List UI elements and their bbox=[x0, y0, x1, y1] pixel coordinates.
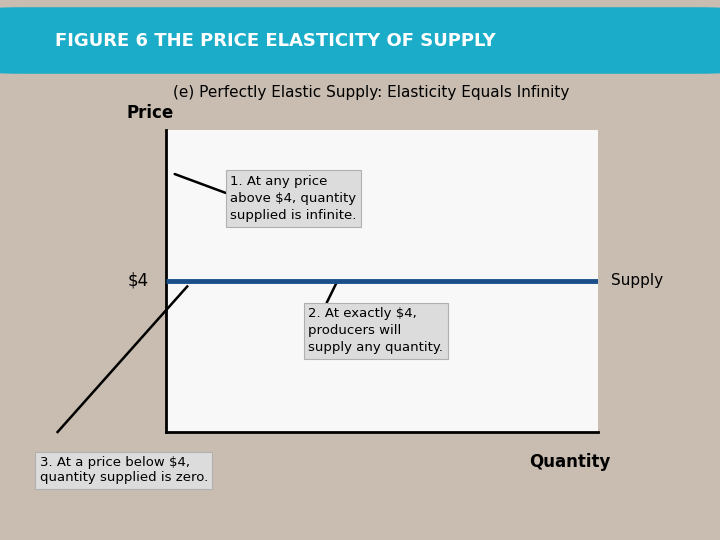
Text: 0: 0 bbox=[148, 453, 158, 468]
Text: Price: Price bbox=[127, 104, 174, 122]
Text: Quantity: Quantity bbox=[529, 453, 611, 471]
Text: $4: $4 bbox=[127, 272, 148, 290]
Text: 2. At exactly $4,
producers will
supply any quantity.: 2. At exactly $4, producers will supply … bbox=[308, 307, 443, 354]
Text: (e) Perfectly Elastic Supply: Elasticity Equals Infinity: (e) Perfectly Elastic Supply: Elasticity… bbox=[173, 85, 569, 100]
Text: 3. At a price below $4,
quantity supplied is zero.: 3. At a price below $4, quantity supplie… bbox=[40, 456, 208, 484]
FancyBboxPatch shape bbox=[0, 7, 720, 74]
Text: Supply: Supply bbox=[611, 273, 662, 288]
Text: 1. At any price
above $4, quantity
supplied is infinite.: 1. At any price above $4, quantity suppl… bbox=[230, 175, 357, 222]
Text: FIGURE 6 THE PRICE ELASTICITY OF SUPPLY: FIGURE 6 THE PRICE ELASTICITY OF SUPPLY bbox=[55, 31, 496, 50]
